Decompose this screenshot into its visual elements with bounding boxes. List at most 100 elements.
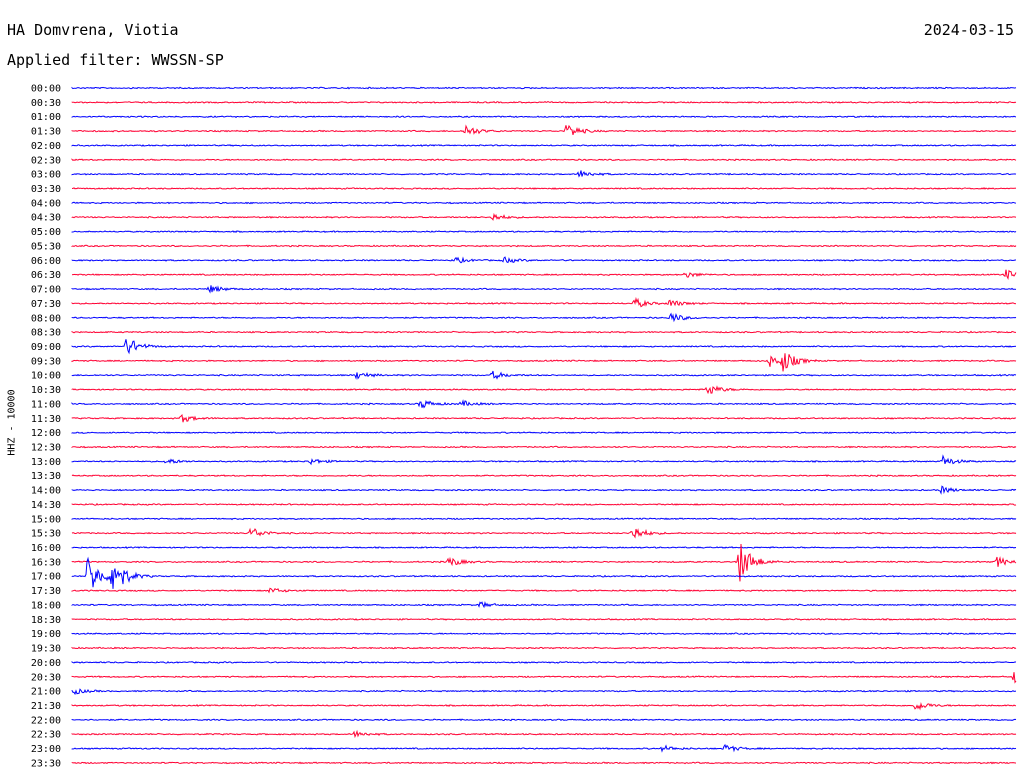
time-tick-label: 08:30 [31,328,61,339]
trace-line [71,502,1017,506]
time-tick-label: 00:00 [31,84,61,95]
time-tick-label: 06:30 [31,270,61,281]
trace-line [71,212,1017,221]
trace-line [71,527,1017,539]
trace-line [71,485,1017,495]
trace-line [71,86,1017,90]
trace-line [71,285,1017,294]
trace-line [71,672,1017,684]
trace-line [71,702,1017,711]
trace-line [71,632,1017,636]
time-tick-label: 23:30 [31,758,61,769]
time-tick-label: 01:00 [31,112,61,123]
time-tick-label: 20:00 [31,658,61,669]
trace-line [71,330,1016,334]
trace-line [71,600,1017,609]
time-tick-label: 23:00 [31,744,61,755]
trace-line [71,517,1017,521]
time-tick-label: 00:30 [31,98,61,109]
time-tick-label: 05:30 [31,241,61,252]
time-tick-label: 13:30 [31,471,61,482]
trace-line [71,339,1017,355]
trace-line [71,646,1017,650]
station-title: HA Domvrena, Viotia [7,21,179,39]
trace-line [71,743,1017,753]
trace-line [71,124,1017,136]
time-tick-label: 21:30 [31,701,61,712]
trace-line [71,414,1017,423]
time-tick-label: 10:00 [31,371,61,382]
time-tick-label: 07:00 [31,285,61,296]
trace-line [71,385,1017,395]
trace-line [71,370,1017,380]
trace-line [71,100,1017,104]
trace-line [71,454,1017,466]
trace-line [71,244,1017,248]
trace-line [71,729,1017,739]
time-tick-label: 12:30 [31,443,61,454]
time-tick-label: 12:00 [31,428,61,439]
time-tick-label: 03:00 [31,170,61,181]
trace-line [71,158,1017,162]
trace-line [71,546,1017,549]
trace-line [71,660,1017,664]
trace-line [71,256,1016,264]
time-tick-label: 08:00 [31,313,61,324]
time-tick-label: 05:00 [31,227,61,238]
trace-line [71,688,1017,696]
time-tick-label: 04:00 [31,198,61,209]
time-tick-label: 19:30 [31,644,61,655]
trace-line [71,543,1017,582]
time-tick-label: 09:00 [31,342,61,353]
trace-line [71,144,1017,147]
trace-line [71,187,1017,190]
trace-line [71,761,1016,765]
time-tick-label: 09:30 [31,356,61,367]
time-tick-label: 18:30 [31,615,61,626]
trace-line [71,445,1017,449]
trace-line [71,474,1017,478]
time-tick-label: 14:30 [31,500,61,511]
time-tick-label: 22:30 [31,730,61,741]
time-tick-label: 18:00 [31,600,61,611]
time-tick-label: 21:00 [31,687,61,698]
trace-line [71,556,1017,589]
time-tick-label: 17:30 [31,586,61,597]
time-tick-label: 01:30 [31,127,61,138]
time-tick-label: 10:30 [31,385,61,396]
time-tick-label: 19:00 [31,629,61,640]
trace-line [71,201,1017,205]
trace-line [71,718,1017,722]
date-label: 2024-03-15 [923,21,1014,39]
trace-line [71,399,1017,409]
time-tick-label: 20:30 [31,672,61,683]
trace-line [71,115,1017,119]
time-tick-label: 07:30 [31,299,61,310]
trace-line [71,587,1017,594]
time-tick-label: 02:30 [31,155,61,166]
time-tick-label: 11:30 [31,414,61,425]
trace-line [71,431,1017,435]
trace-line [71,312,1017,323]
trace-line [71,170,1017,178]
time-tick-label: 03:30 [31,184,61,195]
time-tick-label: 04:30 [31,213,61,224]
time-tick-label: 15:00 [31,514,61,525]
time-tick-label: 16:30 [31,557,61,568]
time-tick-label: 16:00 [31,543,61,554]
trace-line [71,230,1017,234]
time-tick-label: 22:00 [31,715,61,726]
trace-line [71,296,1017,308]
filter-label: Applied filter: WWSSN-SP [7,51,224,69]
trace-line [71,617,1017,621]
time-tick-label: 14:00 [31,486,61,497]
time-tick-label: 06:00 [31,256,61,267]
trace-line [71,269,1017,281]
trace-line [71,353,1017,372]
time-tick-label: 17:00 [31,572,61,583]
time-tick-label: 13:00 [31,457,61,468]
time-tick-label: 15:30 [31,529,61,540]
time-tick-label: 11:00 [31,399,61,410]
time-tick-label: 02:00 [31,141,61,152]
